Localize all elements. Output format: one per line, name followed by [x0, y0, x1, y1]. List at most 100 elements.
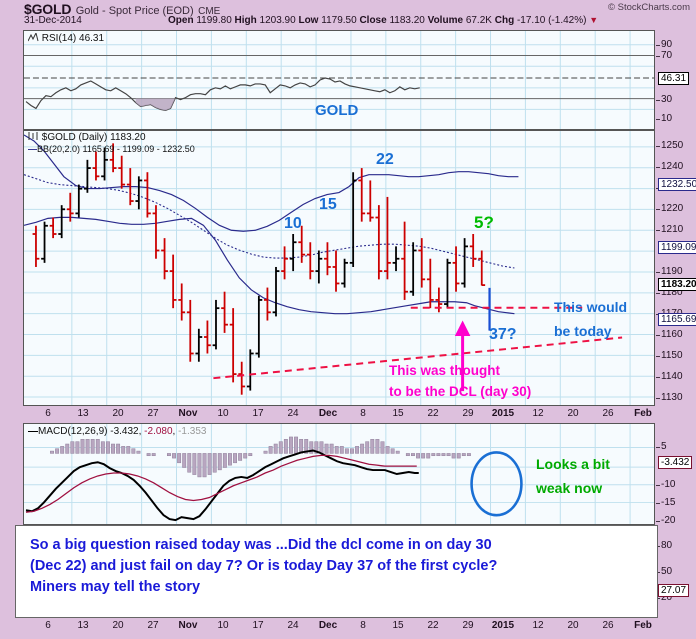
volume-label: Volume [427, 15, 464, 26]
date-tick: 29 [462, 620, 474, 631]
date-tick: 17 [252, 620, 264, 631]
macd-value-box: -3.432 [658, 456, 693, 469]
annotation-macd-line1: Looks a bit [536, 456, 610, 472]
macd-histogram-bar [375, 439, 380, 454]
last-price-box: 1183.20 [658, 278, 696, 291]
macd-histogram-bar [421, 453, 426, 459]
rsi-tick-90: 90 [655, 39, 673, 50]
macd-histogram-bar [446, 453, 451, 457]
stockcharts-credit: © StockCharts.com [608, 2, 690, 13]
macd-histogram-bar [233, 453, 237, 464]
date-tick: 2015 [491, 408, 515, 419]
macd-histogram-bar [172, 453, 176, 459]
macd-plot [24, 424, 654, 524]
macd-histogram-bar [289, 436, 293, 454]
macd-histogram-bar [50, 450, 54, 454]
macd-histogram-bar [248, 453, 253, 457]
macd-tick-m10: -10 [655, 479, 676, 490]
macd-histogram-bar [350, 448, 354, 454]
date-tick: 13 [77, 408, 89, 419]
date-tick: Feb [634, 408, 652, 419]
macd-tick-5: 5 [656, 441, 667, 452]
open-label: Open [168, 15, 194, 26]
macd-histogram-bar [339, 446, 344, 454]
macd-histogram-bar [304, 439, 309, 454]
high-label: High [234, 15, 257, 26]
date-tick: 2015 [491, 620, 515, 631]
price-legend-bb: —BB(20,2.0) 1165.69 - 1199.09 - 1232.50 [28, 144, 195, 154]
macd-legend-v1: -3.432 [110, 426, 139, 437]
date-tick: 26 [602, 620, 614, 631]
price-legend-text: $GOLD (Daily) 1183.20 [41, 132, 146, 143]
low-label: Low [298, 15, 319, 26]
macd-histogram-bar [294, 436, 298, 454]
macd-histogram-bar [441, 453, 446, 457]
lower-tick-50: 50 [655, 566, 673, 577]
date-tick: 15 [392, 408, 404, 419]
lower-indicator-axis: 80 50 20 27.07 [655, 526, 696, 618]
price-panel: $GOLD (Daily) 1183.20 —BB(20,2.0) 1165.6… [23, 130, 655, 406]
macd-histogram-bar [182, 453, 187, 468]
volume-value: 67.2K [465, 15, 492, 26]
macd-histogram-bar [344, 448, 349, 454]
price-tick-1250: 1250 [655, 140, 684, 151]
date-tick: 22 [427, 620, 439, 631]
macd-histogram-bar [105, 441, 110, 454]
macd-histogram-bar [192, 453, 197, 475]
quote-strip: Open 1199.80 High 1203.90 Low 1179.50 Cl… [168, 15, 598, 26]
date-tick: Nov [178, 408, 198, 419]
price-tick-1160: 1160 [656, 329, 683, 340]
price-axis: 1250 1240 1230 1220 1210 1190 1180 1170 … [655, 130, 696, 406]
macd-histogram-bar [380, 441, 385, 454]
annotation-cycle-5q: 5? [474, 213, 494, 232]
macd-legend-v3: -1.353 [178, 426, 207, 437]
price-tick-1140: 1140 [656, 371, 683, 382]
annotation-dcl-line2: to be the DCL (day 30) [389, 384, 532, 399]
price-tick-1240: 1240 [655, 161, 684, 172]
commentary-box: So a big question raised today was ...Di… [15, 525, 658, 618]
annotation-dcl-line1: This was thought [389, 363, 500, 378]
macd-histogram-bar [314, 441, 319, 454]
macd-histogram-bar [416, 453, 420, 459]
date-tick: 10 [217, 408, 229, 419]
macd-histogram-bar [466, 453, 471, 457]
macd-histogram-bar [136, 450, 141, 454]
rsi-tick-70: 70 [655, 50, 673, 61]
macd-histogram-bar [65, 443, 70, 454]
macd-histogram-bar [90, 439, 95, 454]
annotation-today-line1: This would [554, 299, 628, 315]
price-tick-1150: 1150 [656, 350, 683, 361]
macd-histogram-bar [395, 450, 400, 454]
date-tick: 12 [532, 620, 544, 631]
macd-histogram-bar [212, 453, 217, 473]
macd-histogram-bar [166, 453, 171, 457]
macd-histogram-bar [451, 453, 456, 459]
date-tick: 20 [567, 408, 579, 419]
price-tick-1190: 1190 [656, 266, 683, 277]
macd-histogram-bar [207, 453, 212, 475]
open-value: 1199.80 [196, 15, 232, 26]
macd-legend-v2: -2.080 [144, 426, 173, 437]
macd-histogram-bar [95, 439, 100, 454]
symbol-exchange: CME [198, 6, 221, 17]
rsi-legend: RSI(14) 46.31 [27, 31, 104, 44]
date-tick: 24 [287, 620, 299, 631]
date-axis-top: 6 13 20 27 Nov 10 17 24 Dec 8 15 22 29 2015 12 20 26 Feb [23, 408, 655, 422]
macd-histogram-bar [151, 453, 156, 457]
macd-histogram-bar [111, 443, 115, 454]
rsi-plot [24, 31, 654, 129]
macd-histogram-bar [360, 443, 365, 454]
price-tick-1210: 1210 [655, 224, 684, 235]
macd-histogram-bar [75, 441, 80, 454]
date-tick: 29 [462, 408, 474, 419]
date-tick: 17 [252, 408, 264, 419]
rsi-panel: RSI(14) 46.31 [23, 30, 655, 130]
price-tick-1180: 1180 [656, 287, 683, 298]
macd-histogram-bar [238, 453, 243, 461]
date-tick: 13 [77, 620, 89, 631]
caret-down-icon: ▼ [589, 15, 599, 25]
indicator-icon [28, 132, 38, 140]
macd-histogram-bar [202, 453, 207, 478]
price-legend-main: $GOLD (Daily) 1183.20 [28, 132, 146, 143]
macd-tick-m20: -20 [655, 515, 676, 526]
